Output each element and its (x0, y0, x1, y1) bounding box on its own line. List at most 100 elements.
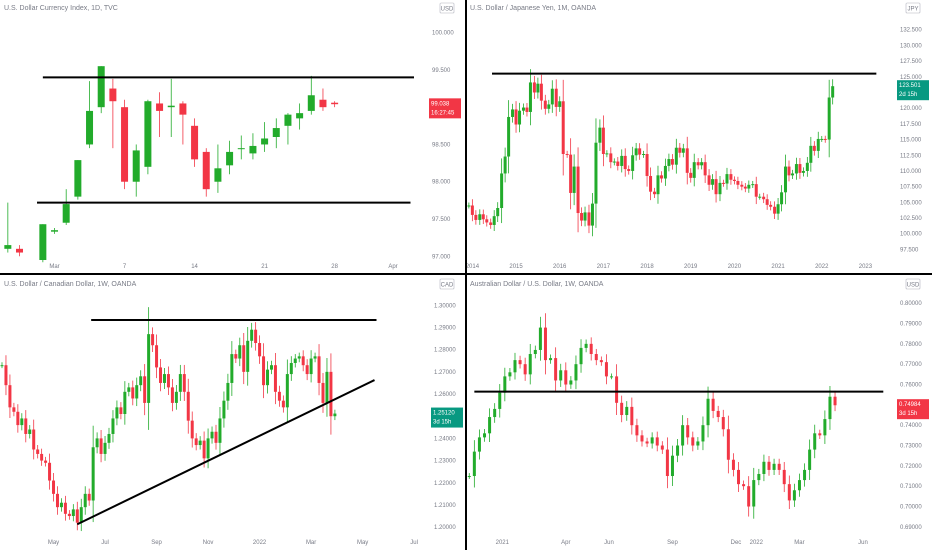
candle-up (226, 382, 230, 401)
candle-down (678, 147, 682, 153)
candle-up (674, 147, 678, 165)
candle-up (620, 155, 624, 166)
x-tick-label: 2015 (509, 264, 523, 270)
y-tick-label: 0.78000 (900, 342, 922, 348)
x-tick-label: Mar (49, 264, 59, 270)
candle-up (20, 418, 24, 426)
candle-up (583, 212, 587, 221)
candle-up (792, 490, 796, 501)
x-tick-label: 14 (191, 264, 198, 270)
candle-up (71, 509, 75, 517)
candle-up (803, 469, 807, 481)
y-tick-label: 105.000 (900, 200, 922, 206)
candle-down (305, 365, 309, 375)
candle-up (132, 150, 140, 182)
candle-down (214, 431, 218, 443)
candle-up (513, 360, 517, 373)
candle-up (809, 145, 813, 163)
candle-up (162, 374, 166, 383)
candle-up (74, 160, 82, 197)
candle-up (528, 354, 532, 375)
y-tick-label: 132.500 (900, 28, 922, 34)
candle-down (143, 376, 147, 403)
candle-up (711, 179, 715, 185)
candle-up (559, 370, 563, 381)
price-label-value: 0.74984 (899, 402, 921, 408)
candle-up (246, 340, 250, 372)
candle-down (638, 148, 642, 155)
currency-box (905, 278, 921, 290)
candle-down (182, 374, 186, 392)
candle-up (828, 396, 832, 420)
candle-up (307, 95, 315, 111)
y-tick-label: 125.000 (900, 75, 922, 81)
candle-up (97, 66, 105, 108)
x-tick-label: Jul (101, 540, 109, 546)
candle-down (52, 480, 56, 494)
x-tick-label: 2020 (728, 264, 742, 270)
candle-down (331, 102, 339, 105)
candle-down (782, 469, 786, 485)
candle-down (32, 429, 36, 450)
candle-down (561, 101, 565, 155)
y-tick-label: 120.000 (900, 106, 922, 112)
candle-down (40, 453, 44, 461)
candle-up (296, 113, 304, 119)
y-tick-label: 100.000 (900, 232, 922, 238)
candle-up (261, 138, 269, 145)
candle-up (503, 156, 507, 174)
candle-up (272, 128, 280, 137)
x-tick-label: Nov (203, 540, 214, 546)
y-tick-label: 102.500 (900, 216, 922, 222)
x-tick-label: Apr (561, 540, 570, 546)
candle-up (477, 437, 481, 452)
candle-up (805, 162, 809, 171)
candle-up (747, 184, 751, 189)
candle-up (663, 165, 667, 179)
candle-down (474, 214, 478, 220)
candle-down (539, 83, 543, 101)
candle-down (514, 109, 518, 125)
candle-up (500, 173, 504, 209)
candle-down (121, 107, 129, 182)
candle-up (230, 354, 234, 383)
x-tick-label: May (357, 540, 368, 546)
y-tick-label: 1.20000 (434, 525, 456, 531)
y-tick-label: 97.500 (900, 247, 919, 253)
candle-down (616, 161, 620, 166)
candle-down (615, 376, 619, 403)
candle-up (285, 374, 289, 408)
x-tick-label: Jun (604, 540, 614, 546)
candle-down (151, 334, 155, 346)
candle-down (737, 469, 741, 485)
y-tick-label: 1.21000 (434, 503, 456, 509)
candle-down (640, 435, 644, 442)
candle-up (503, 376, 507, 393)
candle-up (147, 334, 151, 403)
candle-down (601, 127, 605, 155)
candle-down (543, 100, 547, 109)
candle-down (645, 154, 649, 176)
candle-down (787, 484, 791, 501)
candle-down (262, 356, 266, 386)
price-label-value: 123.501 (899, 83, 921, 89)
x-tick-label: 2022 (750, 540, 764, 546)
candle-up (144, 101, 152, 167)
candle-down (44, 460, 48, 463)
candle-down (155, 345, 159, 368)
candle-down (703, 162, 707, 176)
price-label-sub: 3d 15h (899, 411, 917, 417)
candle-down (321, 382, 325, 403)
candle-down (131, 387, 135, 399)
x-tick-label: 2022 (815, 264, 829, 270)
candle-down (554, 88, 558, 107)
y-tick-label: 0.69000 (900, 525, 922, 531)
candle-down (179, 103, 187, 115)
candle-down (576, 166, 580, 214)
chart-pane-4: Australian Dollar / U.S. Dollar, 1W, OAN… (467, 278, 929, 546)
candle-up (492, 216, 496, 225)
candle-down (714, 179, 718, 195)
x-tick-label: 2014 (466, 264, 480, 270)
candle-up (507, 116, 511, 157)
x-tick-label: Sep (667, 540, 678, 546)
